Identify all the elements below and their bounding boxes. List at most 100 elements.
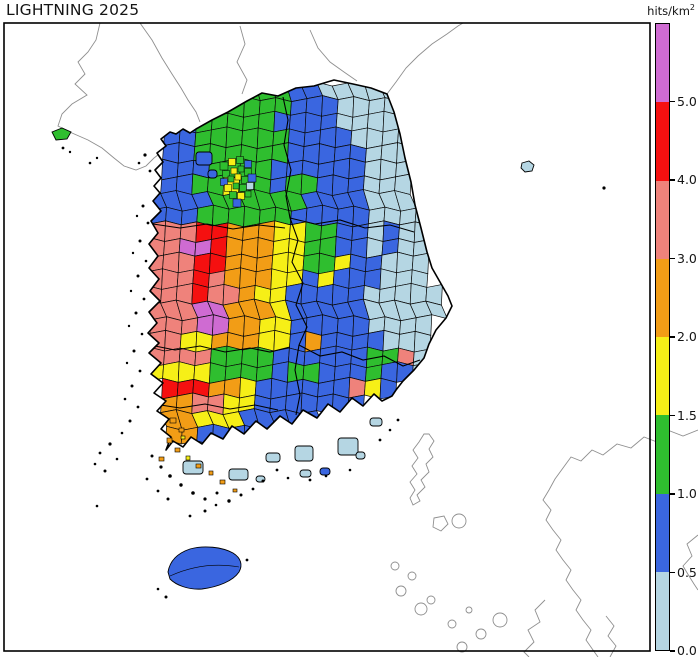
district-cell xyxy=(161,377,179,400)
islet-speck xyxy=(93,462,97,466)
map-frame xyxy=(3,22,651,652)
seoul-district-cell xyxy=(220,178,228,186)
colorbar-segment xyxy=(656,571,669,650)
seoul-district-cell xyxy=(232,198,242,208)
seoul-district-cell xyxy=(219,161,229,171)
islet-speck xyxy=(388,428,392,432)
islet-speck xyxy=(138,239,142,243)
district-cell xyxy=(164,110,182,133)
japan-coastline xyxy=(523,599,546,657)
province-border xyxy=(152,223,286,230)
island xyxy=(369,417,383,427)
district-cell xyxy=(304,111,322,134)
islet-speck xyxy=(159,465,163,469)
district-cell xyxy=(148,364,164,382)
islet-speck xyxy=(156,489,160,493)
small-colored-island xyxy=(166,437,173,444)
district-cell xyxy=(379,158,397,181)
district-cell xyxy=(316,393,334,416)
district-cell xyxy=(409,283,428,305)
islet-speck xyxy=(602,186,606,190)
colorbar-tick-label: 1.5 xyxy=(677,407,697,423)
islet-speck xyxy=(128,419,132,423)
seoul-district-cell xyxy=(228,158,236,166)
colorbar-segment xyxy=(656,180,669,259)
seoul-district-cell xyxy=(237,165,245,173)
island-specks xyxy=(61,146,606,599)
japan-outline xyxy=(390,429,698,657)
islet-speck xyxy=(68,150,72,154)
figure-title: LIGHTNING 2025 xyxy=(6,1,140,19)
seoul-district-cell xyxy=(246,182,254,190)
ulleungdo-island xyxy=(520,160,535,173)
province-border xyxy=(149,344,291,353)
island xyxy=(195,151,213,166)
seoul-district-cell xyxy=(230,167,238,175)
district-cell xyxy=(191,283,209,305)
seoul-district-cell xyxy=(237,192,245,200)
district-cell xyxy=(256,127,275,150)
district-cell xyxy=(366,127,384,150)
islet-speck xyxy=(129,289,133,293)
seoul-district-cell xyxy=(244,190,252,198)
colorbar-tick-mark xyxy=(670,493,675,495)
district-cell xyxy=(211,441,229,450)
japan-small-island xyxy=(390,561,400,571)
small-colored-island xyxy=(180,435,186,440)
japan-small-island xyxy=(407,571,417,581)
islet-speck xyxy=(120,431,124,435)
colorbar-unit-label: hits/km2 xyxy=(647,3,695,18)
district-cell xyxy=(243,315,261,337)
district-cell xyxy=(209,362,227,384)
district-cell xyxy=(366,237,384,259)
north-korea-coastline xyxy=(139,22,201,123)
district-cell xyxy=(212,204,230,227)
district-cell xyxy=(304,221,322,243)
islet-speck xyxy=(168,474,172,478)
colorbar-tick-mark xyxy=(670,179,675,181)
district-cell xyxy=(222,284,240,306)
district-cell xyxy=(195,440,213,450)
islet-speck xyxy=(145,477,149,481)
island xyxy=(355,451,366,460)
seoul-district-cell xyxy=(234,173,242,181)
seoul-district-cell xyxy=(227,175,235,183)
islet-speck xyxy=(137,161,141,165)
district-cell xyxy=(239,267,257,289)
small-colored-island xyxy=(185,455,191,461)
small-colored-island xyxy=(174,447,181,453)
islet-speck xyxy=(138,369,142,373)
islet-speck xyxy=(150,454,154,458)
colorbar-tick-label: 0.0 xyxy=(677,643,697,657)
colorbar-segment xyxy=(656,102,669,181)
islet-speck xyxy=(95,504,99,508)
japan-small-island xyxy=(447,619,457,629)
islet-speck xyxy=(261,479,265,483)
japan-small-island xyxy=(465,606,473,614)
island xyxy=(337,437,359,456)
colorbar-segment xyxy=(656,24,669,103)
colorbar-segment xyxy=(656,337,669,416)
islet-speck xyxy=(142,297,146,301)
district-cell xyxy=(225,236,243,258)
seoul-district-cell xyxy=(224,184,232,192)
japan-coastline xyxy=(409,433,435,506)
district-cell xyxy=(164,220,182,242)
japan-coastline xyxy=(605,615,617,657)
jeju-island xyxy=(167,546,242,590)
islet-speck xyxy=(275,468,279,472)
colorbar-tick-mark xyxy=(670,571,675,574)
district-cell xyxy=(331,174,350,196)
islet-speck xyxy=(203,509,207,513)
district-cell xyxy=(270,158,288,181)
district-cell xyxy=(270,377,288,400)
district-cell xyxy=(348,267,366,289)
district-cell xyxy=(177,251,196,274)
district-cell xyxy=(243,424,261,447)
district-cell xyxy=(161,158,179,181)
japan-small-island xyxy=(492,612,508,628)
japan-small-island xyxy=(451,513,467,529)
district-cell xyxy=(352,205,370,228)
